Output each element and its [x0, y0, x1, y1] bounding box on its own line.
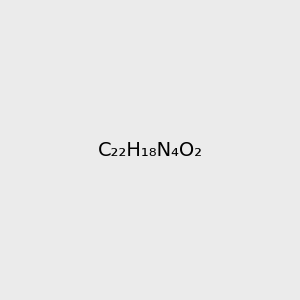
Text: C₂₂H₁₈N₄O₂: C₂₂H₁₈N₄O₂ — [98, 140, 202, 160]
